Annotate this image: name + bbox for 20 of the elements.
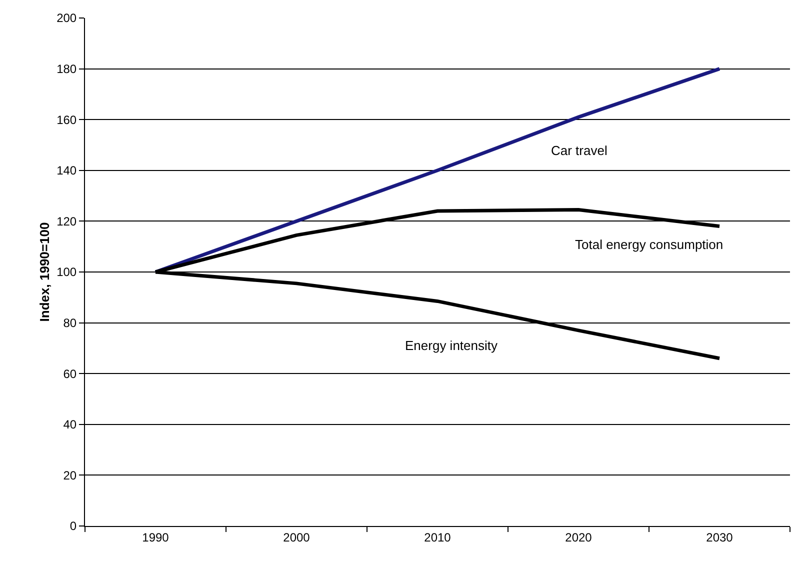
- y-tick-label: 160: [56, 112, 77, 127]
- y-tick-label: 0: [70, 519, 77, 534]
- y-tick-label: 20: [63, 468, 77, 482]
- series-label: Car travel: [551, 143, 608, 158]
- x-tick-label: 2030: [706, 530, 734, 544]
- x-tick-label: 2010: [424, 530, 452, 544]
- y-tick-label: 140: [56, 164, 77, 178]
- y-axis-title: Index, 1990=100: [37, 222, 52, 322]
- x-tick-label: 2020: [565, 530, 592, 544]
- y-tick-label: 180: [56, 62, 77, 76]
- y-tick-label: 80: [63, 316, 77, 330]
- x-tick-label: 2000: [283, 530, 310, 544]
- y-tick-label: 100: [56, 265, 77, 280]
- series-label: Total energy consumption: [575, 237, 724, 252]
- series-label: Energy intensity: [405, 338, 498, 353]
- y-tick-label: 40: [63, 418, 77, 432]
- y-tick-label: 60: [63, 366, 77, 381]
- x-tick-label: 1990: [142, 530, 170, 544]
- y-tick-label: 200: [56, 11, 77, 26]
- y-tick-label: 120: [56, 214, 77, 228]
